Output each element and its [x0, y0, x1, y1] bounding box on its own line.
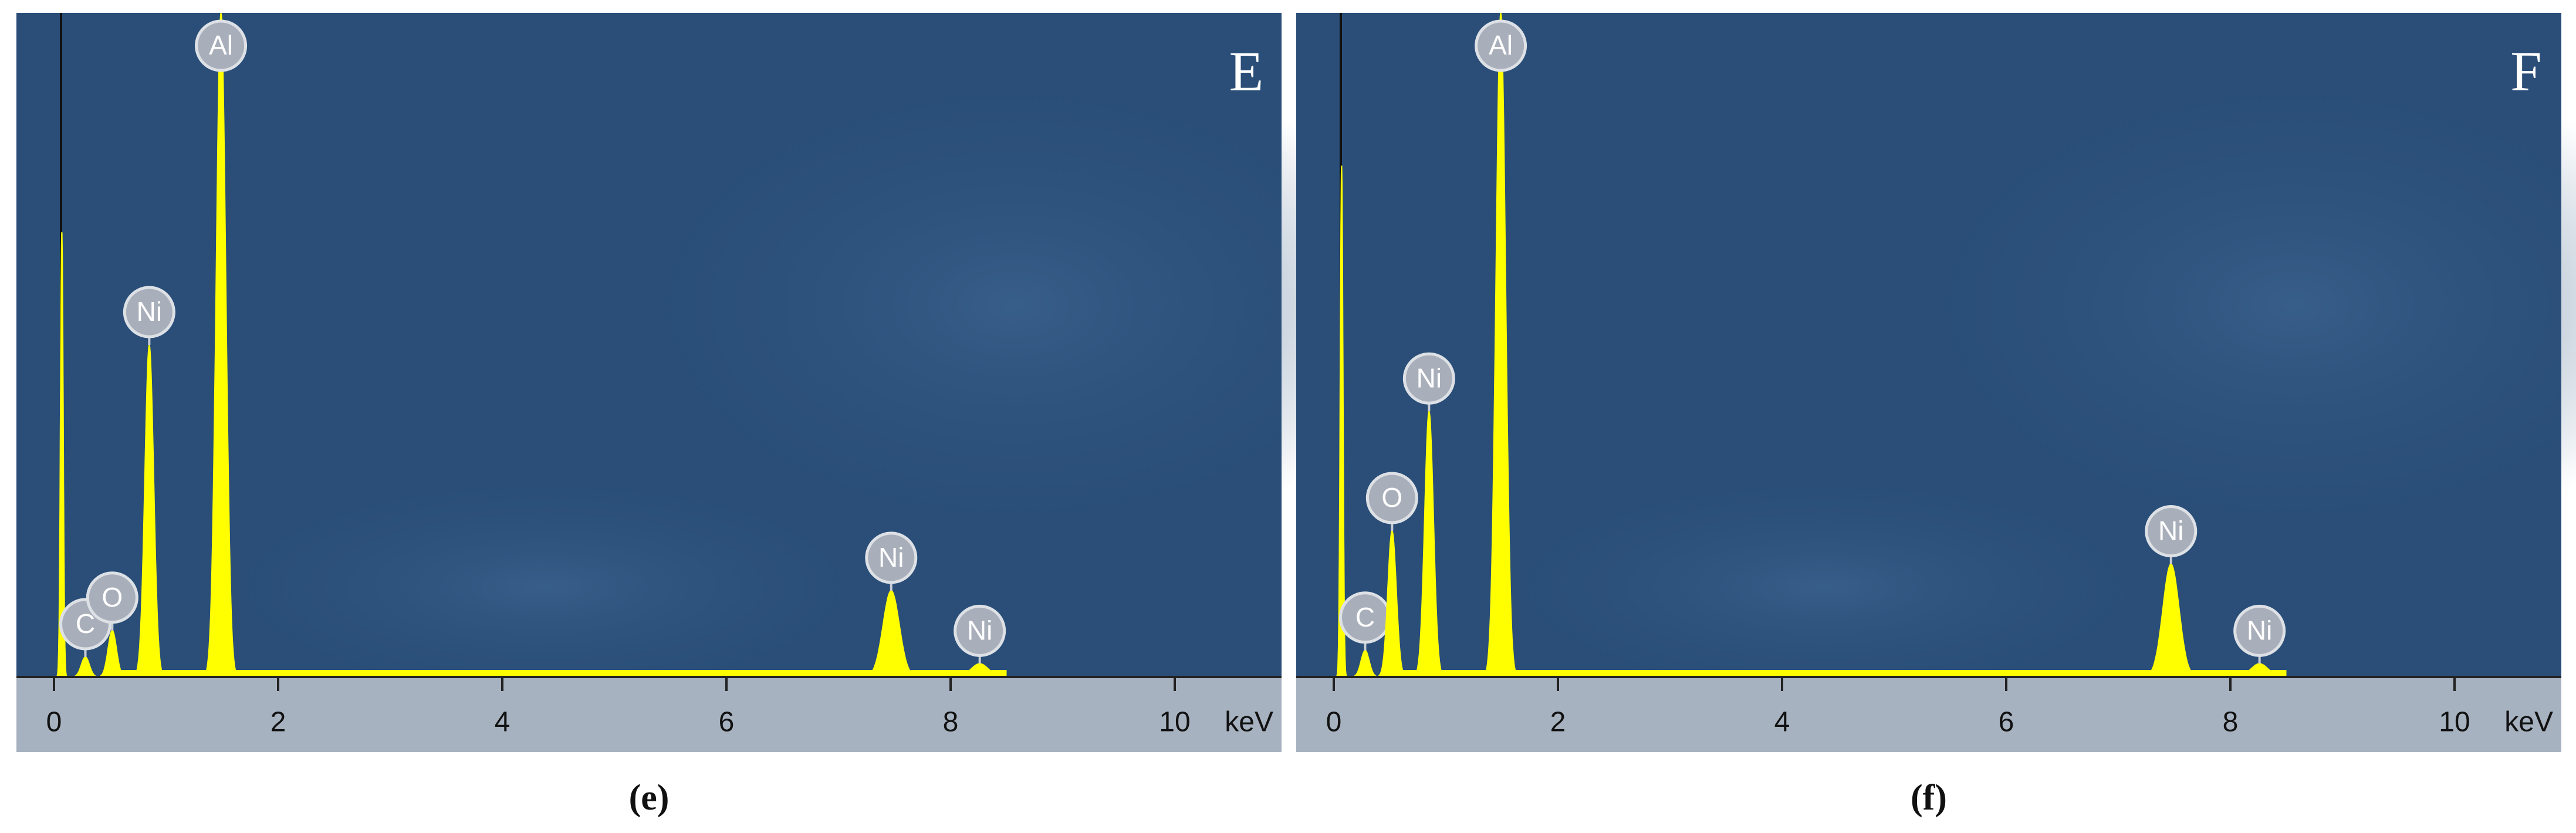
peak-label: Al: [1489, 30, 1513, 60]
label-badge: [2233, 604, 2286, 657]
x-tick-label: 10: [2439, 707, 2470, 738]
peak-label: O: [1381, 482, 1402, 513]
x-axis-label: keV: [2504, 707, 2553, 738]
background-texture: [1472, 469, 2176, 704]
continuum: [1395, 670, 2287, 677]
x-tick-label: 2: [271, 707, 286, 738]
axis-strip: [1296, 677, 2561, 752]
peak-label: Al: [209, 30, 233, 60]
peak: [1375, 530, 1409, 678]
peak: [131, 343, 167, 678]
x-tick-label: 8: [943, 707, 959, 738]
label-badge: [954, 604, 1006, 657]
caption: (e): [629, 778, 670, 818]
peak-label: Ni: [1417, 363, 1442, 393]
background-texture: [603, 59, 1425, 551]
label-badge: [2145, 505, 2198, 558]
peak: [1411, 409, 1447, 678]
x-tick-label: 4: [495, 707, 511, 738]
peak-label: Ni: [137, 296, 162, 327]
peak: [1481, 12, 1520, 678]
x-tick-label: 8: [2223, 707, 2239, 738]
peak-label: Ni: [967, 615, 992, 646]
x-tick-label: 6: [1999, 707, 2014, 738]
label-badge: [1365, 472, 1418, 524]
peak: [2138, 563, 2203, 678]
x-tick-label: 6: [719, 707, 735, 738]
x-tick-label: 0: [1326, 707, 1342, 738]
x-tick-label: 2: [1550, 707, 1566, 738]
peak: [1336, 165, 1348, 678]
peak-label: Ni: [2158, 516, 2183, 546]
label-badge: [1475, 19, 1527, 72]
axis-strip: [16, 677, 1282, 752]
peak-label: Ni: [878, 542, 904, 573]
x-tick-label: 0: [46, 707, 62, 738]
peak-label: C: [1355, 602, 1375, 632]
x-tick-label: 4: [1774, 707, 1790, 738]
label-badge: [195, 19, 248, 72]
panel: C O Ni Al Ni Ni 0 2 4 6 8 10 keV E (e): [16, 12, 1425, 818]
label-badge: [865, 531, 918, 584]
label-badge: [123, 286, 175, 338]
peak: [56, 232, 68, 678]
x-tick-label: 10: [1159, 707, 1190, 738]
caption: (f): [1911, 778, 1947, 818]
x-axis-label: keV: [1225, 707, 1273, 738]
peak: [858, 590, 924, 678]
label-badge: [1402, 352, 1455, 405]
continuum: [116, 670, 1007, 677]
panel: C O Ni Al Ni Ni 0 2 4 6 8 10 keV F (f): [1296, 12, 2576, 818]
panel-label: F: [2510, 40, 2541, 103]
background-texture: [1883, 59, 2576, 551]
label-badge: [86, 571, 138, 624]
background-texture: [192, 469, 897, 704]
panel-label: E: [1229, 40, 1264, 103]
peak-label: O: [102, 582, 123, 612]
peak-label: Ni: [2247, 615, 2272, 646]
peak: [201, 12, 241, 678]
